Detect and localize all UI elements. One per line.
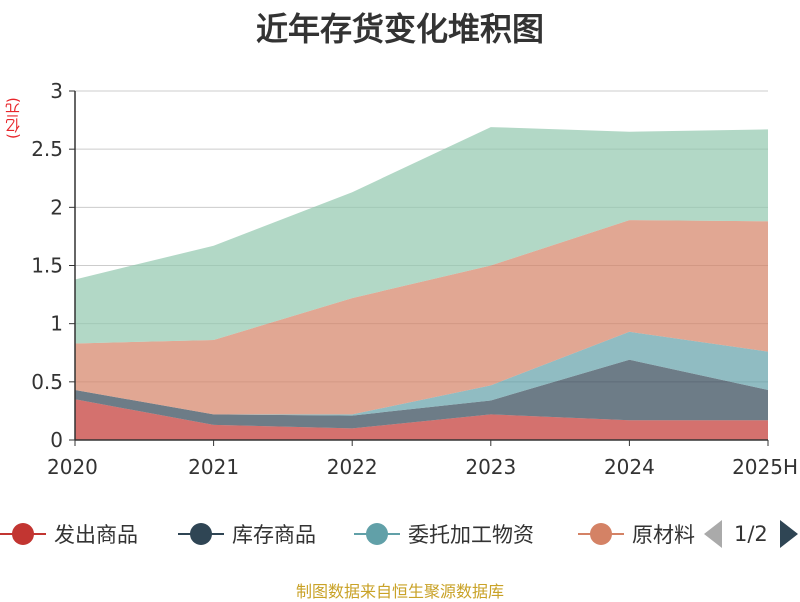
legend-item[interactable]: 委托加工物资 <box>354 512 534 556</box>
y-tick-label: 2 <box>50 195 63 219</box>
legend-label: 原材料 <box>632 523 695 547</box>
y-tick-label: 0.5 <box>31 370 63 394</box>
legend-marker-icon <box>0 522 46 546</box>
x-tick-label: 2020 <box>47 455 98 479</box>
y-tick-label: 3 <box>50 79 63 103</box>
area-series-1 <box>75 359 768 429</box>
y-tick-label: 1 <box>50 312 63 336</box>
legend-item[interactable]: 原材料 <box>578 512 695 556</box>
legend-item[interactable]: 库存商品 <box>178 512 316 556</box>
legend-page-indicator: 1/2 <box>734 522 768 546</box>
source-note: 制图数据来自恒生聚源数据库 <box>295 582 504 601</box>
stacked-areas <box>75 127 768 440</box>
x-tick-label: 2023 <box>465 455 516 479</box>
tick-labels: 0 0.5 1 1.5 2 2.5 3 2020 2021 2022 2023 2024 2025H <box>31 79 798 479</box>
legend-marker-icon <box>578 522 624 546</box>
legend-item[interactable]: 发出商品 <box>0 512 138 556</box>
x-tick-label: 2021 <box>188 455 239 479</box>
legend-label: 库存商品 <box>232 523 316 547</box>
legend-next-page-button[interactable] <box>779 520 798 548</box>
x-tick-label: 2024 <box>604 455 655 479</box>
x-tick-label: 2025H <box>732 455 798 479</box>
legend-marker-icon <box>354 522 400 546</box>
chart-plot-area: 0 0.5 1 1.5 2 2.5 3 2020 2021 2022 2023 2024 2025H <box>31 79 798 479</box>
area-series-0 <box>75 399 768 440</box>
legend-label: 发出商品 <box>54 523 138 547</box>
area-series-3 <box>75 220 768 415</box>
chart-title: 近年存货变化堆积图 <box>255 10 544 48</box>
y-tick-label: 0 <box>50 428 63 452</box>
legend: 发出商品 库存商品 委托加工物资 原材料 <box>0 512 800 556</box>
area-series-2 <box>75 331 768 416</box>
area-series-4 <box>75 127 768 344</box>
y-tick-label: 2.5 <box>31 137 63 161</box>
legend-label: 委托加工物资 <box>408 523 534 547</box>
legend-marker-icon <box>178 522 224 546</box>
legend-pager: 1/2 <box>700 512 800 556</box>
legend-prev-page-button[interactable] <box>704 520 722 548</box>
x-tick-label: 2022 <box>327 455 378 479</box>
y-tick-label: 1.5 <box>31 254 63 278</box>
axes <box>69 90 769 446</box>
